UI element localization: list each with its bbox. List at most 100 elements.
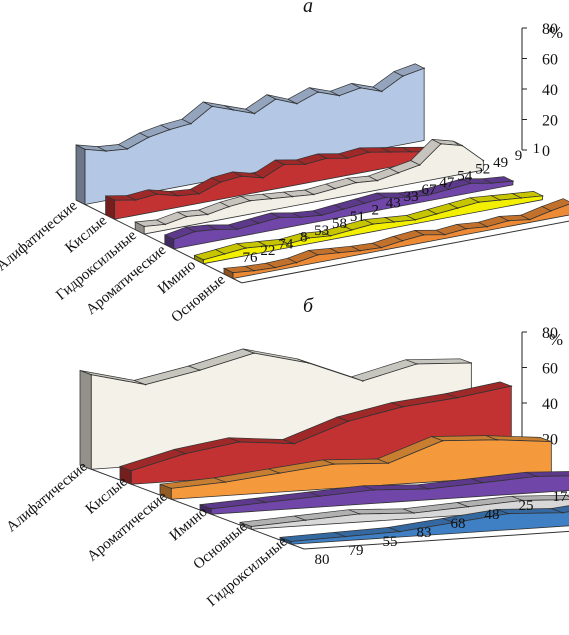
data-point	[486, 225, 489, 228]
data-point	[410, 151, 413, 153]
x-tick-label: 47	[439, 175, 455, 191]
data-point	[441, 439, 444, 442]
data-point	[113, 199, 116, 202]
data-point	[496, 439, 498, 441]
data-point	[134, 199, 137, 201]
data-point	[283, 163, 285, 166]
data-point	[541, 195, 544, 197]
data-point	[295, 261, 298, 264]
data-point	[422, 234, 425, 236]
data-point	[361, 380, 364, 382]
data-point	[262, 177, 264, 179]
data-point	[359, 87, 362, 89]
x-tick-label: 8	[300, 230, 308, 246]
data-point	[199, 369, 201, 372]
x-tick-label: 52	[475, 162, 490, 178]
data-point	[350, 229, 353, 231]
z-tick-label: 0	[542, 143, 550, 160]
data-point	[427, 488, 430, 490]
data-point	[427, 194, 429, 196]
data-point	[329, 235, 332, 237]
data-point	[461, 144, 463, 147]
data-point	[368, 151, 370, 154]
z-tick-label: 20	[542, 113, 558, 130]
data-point	[347, 420, 350, 423]
data-point	[300, 216, 302, 219]
data-point	[147, 136, 150, 139]
panel-label: а	[303, 0, 313, 17]
ribbon-front-face	[173, 180, 514, 250]
data-point	[512, 180, 514, 182]
series-ribbon-aromatic	[159, 435, 553, 500]
data-point	[342, 208, 345, 211]
data-point	[510, 385, 513, 387]
z-tick-label: 40	[542, 82, 558, 99]
ribbon-end-cap	[105, 195, 115, 220]
data-point	[355, 181, 357, 184]
data-point	[413, 512, 415, 514]
data-point	[177, 195, 179, 197]
data-point	[210, 508, 213, 510]
data-point	[550, 210, 552, 212]
series-ribbon-acidic	[105, 146, 455, 220]
data-point	[253, 112, 256, 115]
data-point	[264, 501, 267, 504]
data-point	[228, 205, 230, 208]
data-point	[291, 195, 294, 198]
data-point	[164, 223, 167, 226]
data-point	[373, 489, 375, 491]
data-point	[270, 197, 273, 200]
data-point	[185, 215, 188, 218]
data-point	[304, 163, 307, 166]
data-point	[168, 128, 171, 131]
data-point	[499, 199, 501, 201]
series-ribbon-imino	[199, 471, 569, 515]
category-label-aliphatic: Алифатические	[0, 198, 81, 275]
series-ribbon-aliphatic	[75, 63, 426, 206]
series-ribbon-hydroxyl	[133, 138, 485, 235]
data-point	[130, 469, 133, 472]
z-tick-label: 80	[542, 325, 558, 342]
data-point	[266, 245, 268, 247]
x-tick-label: 54	[457, 168, 473, 184]
data-point	[319, 495, 321, 498]
data-point	[397, 171, 400, 174]
data-point	[416, 363, 418, 365]
x-tick-label: 55	[383, 534, 398, 550]
x-tick-label: 49	[493, 155, 508, 171]
x-tick-label: 79	[349, 543, 364, 559]
data-point	[448, 188, 451, 191]
data-point	[440, 143, 442, 145]
x-tick-label: 2	[372, 202, 380, 218]
data-point	[507, 219, 510, 222]
data-point	[435, 213, 438, 215]
data-point	[105, 150, 107, 152]
x-tick-label: 43	[386, 196, 401, 212]
data-point	[278, 216, 281, 219]
data-point	[143, 225, 145, 228]
data-point	[423, 67, 425, 70]
data-point	[253, 352, 255, 354]
data-point	[406, 196, 408, 199]
x-tick-label: 53	[314, 223, 329, 239]
data-point	[536, 475, 538, 478]
data-point	[456, 397, 458, 399]
data-point	[561, 511, 564, 514]
series-ribbon-imino	[193, 191, 544, 265]
ribbon-top-segment	[550, 505, 569, 514]
data-point	[550, 440, 553, 443]
data-point	[359, 249, 361, 252]
data-point	[211, 105, 213, 108]
x-tick-label: 51	[350, 209, 365, 225]
category-label-aromatic: Ароматические	[83, 242, 169, 318]
data-point	[172, 238, 175, 241]
data-point	[338, 251, 340, 254]
data-point	[232, 271, 234, 274]
data-point	[126, 148, 129, 150]
x-tick-label: 9	[515, 148, 523, 164]
data-point	[402, 75, 404, 77]
x-tick-label: 76	[243, 250, 259, 266]
data-point	[482, 159, 485, 162]
ribbon-top-segment	[511, 494, 569, 501]
